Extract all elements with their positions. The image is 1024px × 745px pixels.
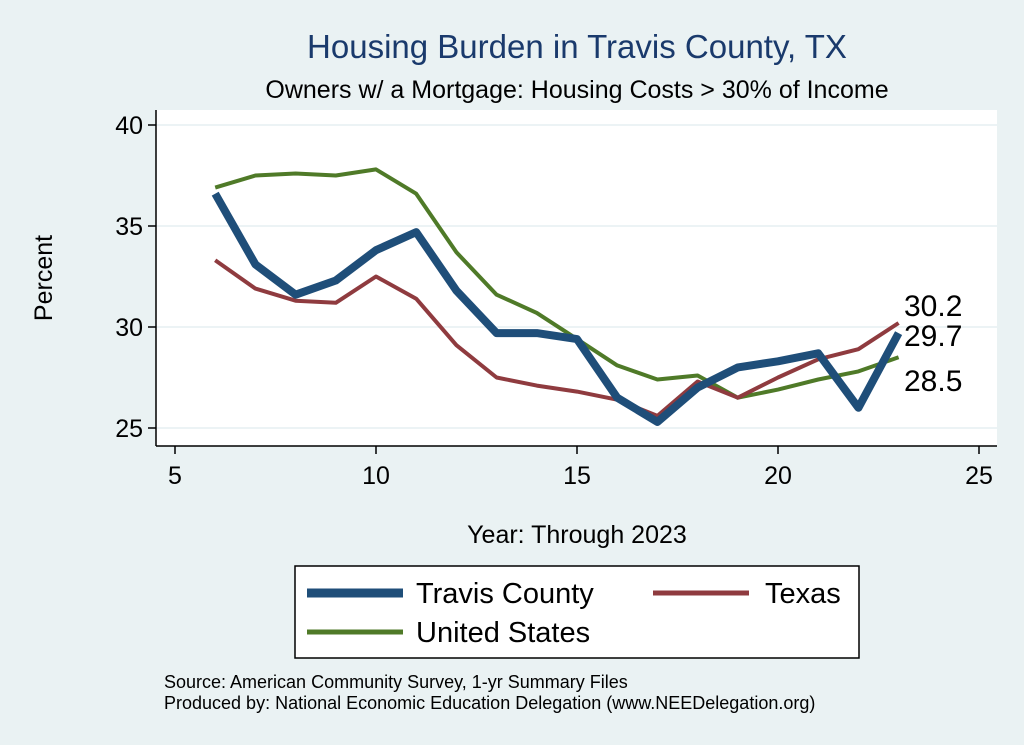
legend-label-united-states: United States [416,617,590,649]
x-tick-label: 25 [965,462,993,490]
series-lines [211,167,903,426]
y-tick-label: 35 [115,213,143,241]
x-axis-label: Year: Through 2023 [467,521,687,549]
footnote-produced: Produced by: National Economic Education… [164,693,815,713]
y-tick-label: 25 [115,415,143,443]
y-tick-label: 30 [115,314,143,342]
y-tick-label: 40 [115,112,143,140]
legend-label-travis-county: Travis County [416,578,594,610]
end-label-united-states: 28.5 [904,365,962,398]
y-axis-label: Percent [30,235,58,321]
series-line-united-states [214,167,900,400]
footnote-source: Source: American Community Survey, 1-yr … [164,672,628,692]
x-tick-label: 15 [563,462,591,490]
plot-area [156,110,997,446]
series-line-texas [214,258,900,418]
series-line-travis-county [211,191,903,426]
axes: 25 30 35 40 5 10 15 20 25 [115,110,997,490]
legend-label-texas: Texas [765,578,841,610]
gridlines [156,124,997,429]
end-labels: 29.730.2 28.5 [904,290,962,398]
legend-box [294,565,860,659]
legend: Travis County Texas United States [307,578,841,649]
x-tick-label: 10 [362,462,390,490]
chart-title: Housing Burden in Travis County, TX [307,28,847,65]
x-tick-label: 20 [764,462,792,490]
chart-subtitle: Owners w/ a Mortgage: Housing Costs > 30… [265,76,888,104]
x-tick-label: 5 [168,462,182,490]
end-label-travis-county: 29.7 [904,320,962,353]
end-label-texas: 30.2 [904,290,962,323]
